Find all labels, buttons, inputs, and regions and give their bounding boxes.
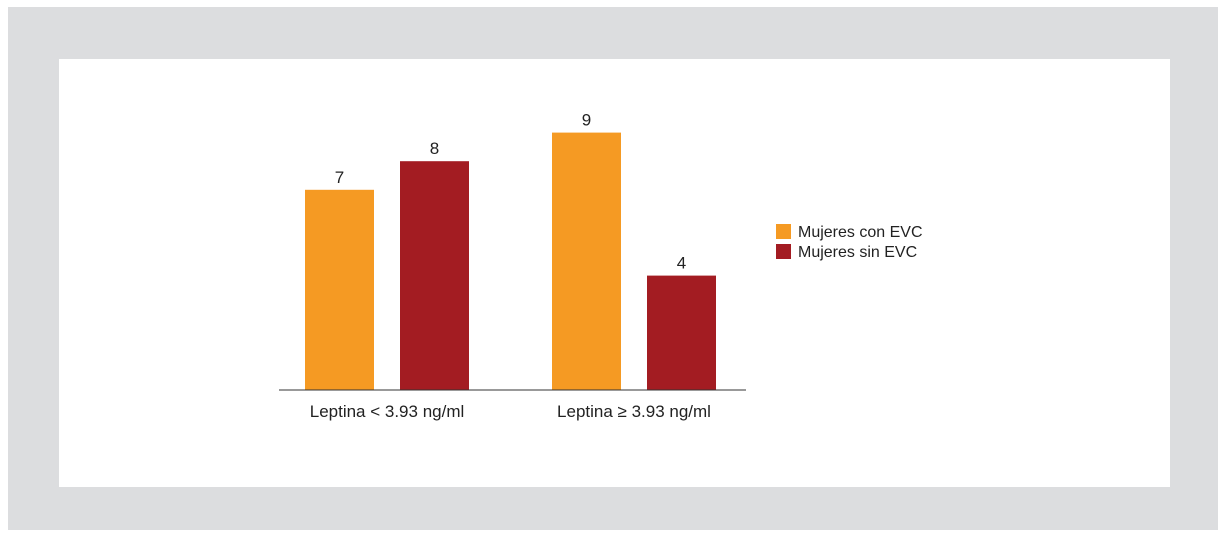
- legend-swatch-1: [776, 224, 791, 239]
- value-label-1-1: 7: [335, 168, 344, 187]
- x-tick-label-1: Leptina < 3.93 ng/ml: [310, 402, 465, 421]
- legend-label-1: Mujeres con EVC: [798, 224, 923, 241]
- value-label-1-2: 8: [430, 139, 439, 158]
- bar-1-2: [400, 161, 469, 390]
- bar-2-1: [552, 132, 621, 390]
- value-labels-group: 7 8 9 4: [335, 111, 686, 273]
- bars-group: [305, 132, 716, 390]
- legend-swatch-2: [776, 244, 791, 259]
- bar-chart: 7 8 9 4 Leptina < 3.93 ng/ml Leptina ≥ 3.93 …: [279, 111, 923, 421]
- bar-2-2: [647, 275, 716, 390]
- legend: Mujeres con EVC Mujeres sin EVC: [776, 224, 923, 261]
- value-label-2-2: 4: [677, 254, 686, 273]
- x-tick-label-2: Leptina ≥ 3.93 ng/ml: [557, 402, 711, 421]
- chart-frame: 7 8 9 4 Leptina < 3.93 ng/ml Leptina ≥ 3.93 …: [8, 7, 1218, 530]
- chart-panel: 7 8 9 4 Leptina < 3.93 ng/ml Leptina ≥ 3.93 …: [59, 59, 1170, 487]
- bar-1-1: [305, 189, 374, 390]
- legend-label-2: Mujeres sin EVC: [798, 244, 917, 261]
- x-tick-labels-group: Leptina < 3.93 ng/ml Leptina ≥ 3.93 ng/ml: [310, 402, 711, 421]
- value-label-2-1: 9: [582, 111, 591, 130]
